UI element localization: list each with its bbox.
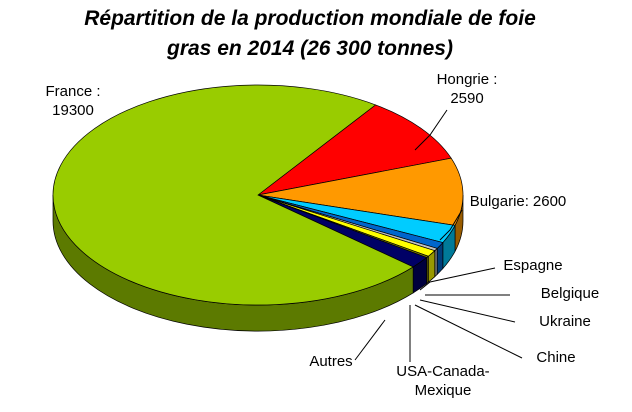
leader-line	[414, 109, 448, 151]
slice-label: Ukraine	[525, 312, 605, 331]
slice-label: Hongrie : 2590	[412, 70, 522, 108]
value-label: 2600	[532, 193, 567, 210]
slice	[257, 104, 452, 196]
slice	[52, 84, 414, 306]
value-label: 19300	[52, 102, 94, 119]
slice-label: Espagne	[493, 256, 573, 275]
slice-label: Bulgarie: 2600	[448, 192, 588, 211]
leader-line	[414, 304, 523, 359]
leader-line	[439, 209, 463, 241]
leader-lines	[354, 109, 523, 362]
slice-label: France : 19300	[28, 82, 118, 120]
value-label: 2590	[450, 90, 484, 107]
category-name: USA-Canada-Mexique	[396, 363, 490, 399]
slice	[257, 157, 464, 226]
slice-side	[434, 247, 438, 278]
category-name: Chine	[536, 349, 576, 366]
chart-title: Répartition de la production mondiale de…	[84, 7, 536, 60]
slice-label: USA-Canada-Mexique	[378, 362, 508, 400]
category-name: Hongrie :	[436, 71, 498, 88]
category-name: Autres	[309, 353, 353, 370]
slice-label: Belgique	[520, 284, 620, 303]
category-name: Espagne	[503, 257, 563, 274]
slice-tops	[52, 84, 464, 306]
category-name: Ukraine	[539, 313, 591, 330]
slice-label: Chine	[526, 348, 586, 367]
leader-line	[354, 319, 386, 361]
category-name: France :	[45, 83, 101, 100]
slice-label: Autres	[296, 352, 366, 371]
category-name: Belgique	[540, 285, 600, 302]
leader-line	[419, 267, 496, 291]
category-name: Bulgarie:	[469, 193, 529, 210]
leader-line	[419, 299, 516, 323]
